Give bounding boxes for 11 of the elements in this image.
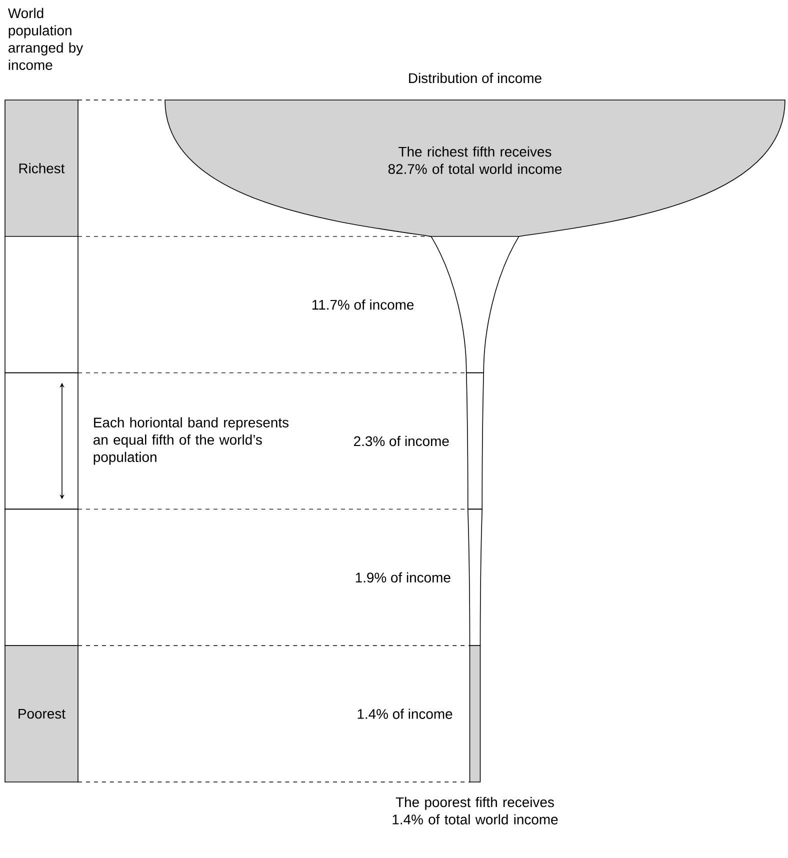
text: Each horiontal band represents an equal fifth of the world’s population <box>94 417 289 465</box>
data-label: The richest fifth receives 82.7% of total world income <box>388 146 562 174</box>
text: World population arranged by income <box>8 8 84 70</box>
data-label: 1.9% of income <box>356 572 450 583</box>
data-label: 2.3% of income <box>354 436 449 446</box>
text: Distribution of income <box>409 72 542 84</box>
category-label: Richest <box>19 163 65 174</box>
data-label: 11.7% of income <box>312 299 414 310</box>
text: The poorest fifth receives 1.4% of total world income <box>392 796 558 824</box>
data-label: 1.4% of income <box>358 708 452 719</box>
category-label: Poorest <box>18 708 66 719</box>
